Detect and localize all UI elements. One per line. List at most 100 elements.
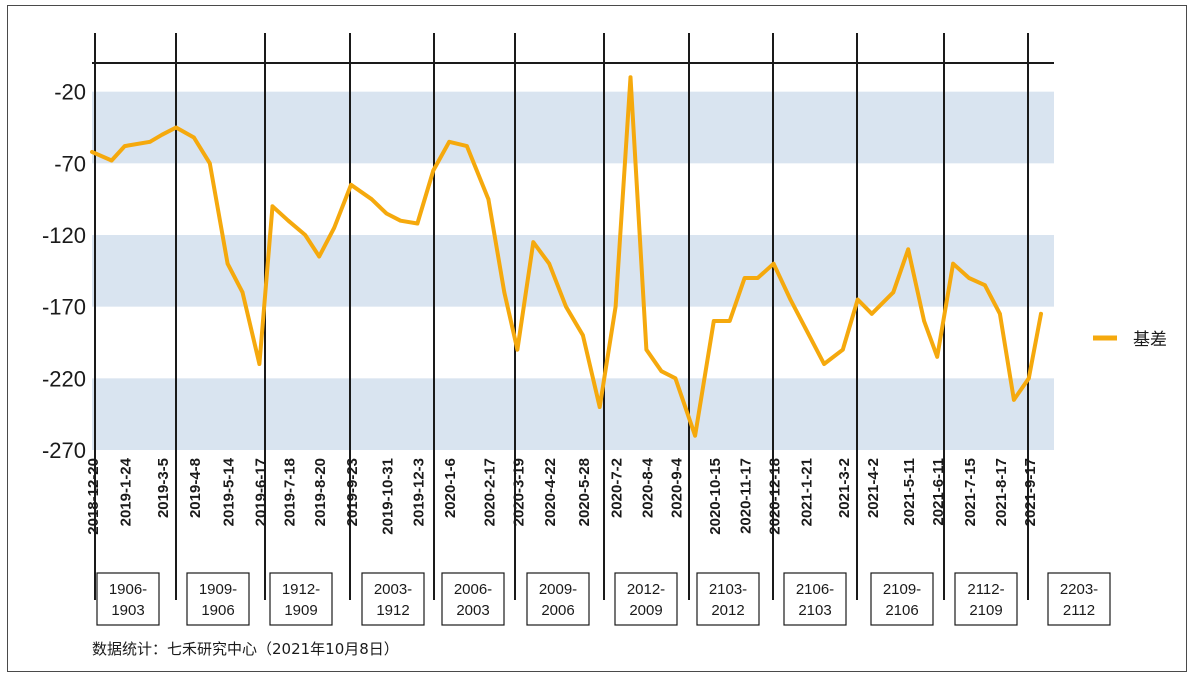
x-tick-label: 2020-7-2 <box>609 458 626 518</box>
x-tick-label: 2021-4-2 <box>865 458 882 518</box>
series-point <box>1027 376 1031 381</box>
contract-switch-label-line2: 1912 <box>376 602 409 619</box>
series-point <box>122 144 127 148</box>
x-tick-label: 2020-10-15 <box>707 458 724 535</box>
x-tick-label: 2021-1-21 <box>798 458 815 526</box>
series-point <box>855 297 860 302</box>
x-tick-label: 2021-5-11 <box>901 458 918 526</box>
series-point <box>286 218 291 223</box>
series-point <box>906 247 911 252</box>
series-point <box>597 405 602 409</box>
series-point <box>693 433 697 438</box>
x-tick-label: 2019-1-24 <box>118 457 135 526</box>
x-tick-label: 2020-9-4 <box>668 457 685 518</box>
grid-band-0 <box>92 91 1054 164</box>
contract-switch-label-line1: 2203- <box>1060 581 1098 598</box>
series-point <box>771 261 776 266</box>
x-tick-label: 2019-3-5 <box>155 458 172 518</box>
contract-switch-box <box>361 572 425 626</box>
legend-label: 基差 <box>1133 330 1167 350</box>
x-tick-label: 2021-6-11 <box>930 458 947 526</box>
x-tick-label: 2020-4-22 <box>542 458 559 526</box>
series-point <box>967 276 971 280</box>
series-point <box>317 254 321 259</box>
x-tick-label: 2021-7-15 <box>962 458 979 526</box>
contract-switch-label-line1: 2103- <box>709 581 747 598</box>
contract-switch-label-line1: 1912- <box>282 581 320 598</box>
series-line-basis <box>90 75 1043 438</box>
contract-switch-label-line2: 2109 <box>969 602 1002 619</box>
series-point <box>564 304 568 309</box>
series-point <box>803 326 808 330</box>
contract-switch-label-line2: 2112 <box>1063 602 1095 619</box>
x-tick-label: 2019-10-31 <box>380 458 397 535</box>
series-point <box>891 290 896 295</box>
contract-switch-label-line1: 2003- <box>374 581 412 598</box>
contract-switch-label-line2: 1903 <box>111 602 144 619</box>
x-tick-label: 2020-2-17 <box>481 458 498 526</box>
series-point <box>332 226 336 230</box>
contract-switch-box <box>1047 572 1111 626</box>
series-point <box>711 319 716 323</box>
x-tick-label: 2020-1-6 <box>442 458 459 518</box>
x-tick-label: 2019-9-23 <box>344 458 361 526</box>
contract-switch-box <box>870 572 934 626</box>
series-point <box>90 150 94 154</box>
series-point <box>431 168 436 173</box>
x-tick-label: 2019-8-20 <box>312 458 329 526</box>
series-point <box>613 304 618 309</box>
x-tick-label: 2019-7-18 <box>281 458 298 526</box>
contract-switch-box <box>696 572 760 626</box>
x-tick-label: 2020-3-19 <box>510 458 527 526</box>
series-point <box>148 140 152 144</box>
grid-band-1 <box>92 235 1054 307</box>
contract-switch-label-line1: 2006- <box>454 581 492 598</box>
series-point <box>822 362 826 366</box>
series-point <box>922 319 926 323</box>
contract-switch-box <box>441 572 505 626</box>
x-tick-label: 2019-4-8 <box>187 458 204 518</box>
series-point <box>983 283 987 287</box>
contract-switch-label-line1: 2109- <box>883 581 921 598</box>
series-point <box>349 183 353 187</box>
contract-switch-label-line1: 1906- <box>109 581 147 598</box>
series-point <box>755 276 760 280</box>
x-tick-label: 2020-12-18 <box>767 458 784 535</box>
contract-switch-label-line2: 1906 <box>201 602 234 619</box>
series-point <box>257 362 262 366</box>
series-point <box>486 197 491 201</box>
contract-switch-box <box>783 572 847 626</box>
series-point <box>869 312 874 316</box>
series-point <box>727 319 732 323</box>
series-point <box>109 158 114 163</box>
x-tick-label: 2020-11-17 <box>738 458 755 534</box>
series-point <box>998 312 1002 316</box>
series-point <box>515 347 520 352</box>
x-tick-label: 2021-8-17 <box>993 458 1010 526</box>
series-point <box>531 240 536 244</box>
contract-switch-label-line1: 2012- <box>627 581 665 598</box>
y-tick-label: -270 <box>42 438 86 463</box>
series-point <box>270 204 275 209</box>
series-point <box>935 355 940 359</box>
series-point <box>951 261 955 266</box>
contract-switch-box <box>269 572 333 626</box>
contract-switch-box <box>186 572 250 626</box>
y-tick-label: -70 <box>54 151 86 176</box>
y-tick-label: -120 <box>42 223 86 248</box>
y-tick-label: -220 <box>42 366 86 391</box>
series-point <box>398 218 403 223</box>
x-tick-label: 2019-12-3 <box>410 458 427 526</box>
series-point <box>742 276 747 280</box>
series-point <box>160 132 164 137</box>
chart-frame <box>7 5 1187 672</box>
x-tick-label: 2020-5-28 <box>576 458 593 526</box>
grid-band-2 <box>92 378 1054 450</box>
source-footnote: 数据统计：七禾研究中心（2021年10月8日） <box>92 640 399 658</box>
series-point <box>303 233 307 237</box>
series-point <box>384 211 389 216</box>
contract-switch-label-line2: 2006 <box>541 602 574 619</box>
contract-switch-label-line1: 2106- <box>796 581 834 598</box>
series-point <box>369 197 374 201</box>
